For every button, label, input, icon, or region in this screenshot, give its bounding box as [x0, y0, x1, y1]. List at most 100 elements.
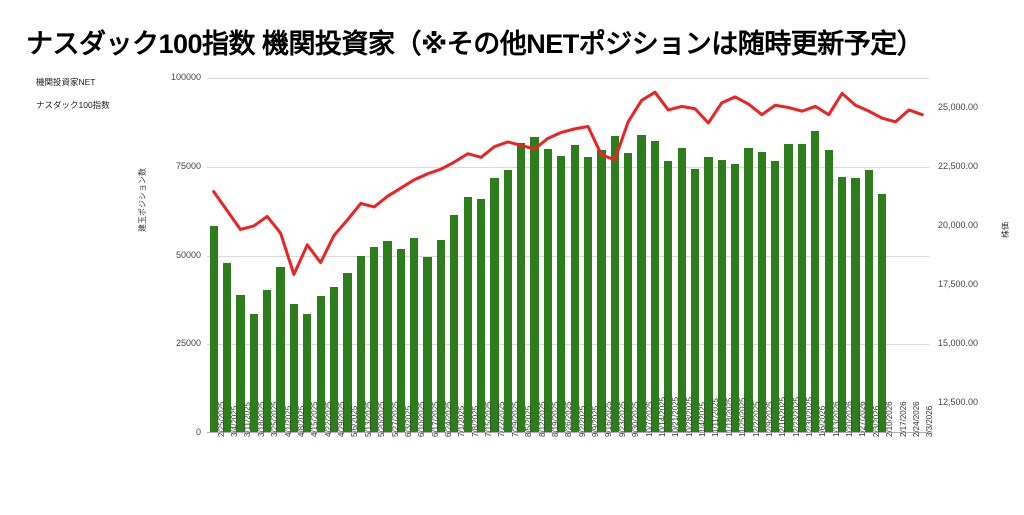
bar[interactable] [650, 141, 660, 433]
x-axis-tick: 7/8/2025 [470, 405, 480, 437]
x-axis-tick: 11/11/2025 [711, 398, 721, 437]
bar[interactable] [583, 156, 593, 433]
x-axis-tick: 2/17/2026 [898, 401, 908, 437]
bar[interactable] [329, 287, 339, 433]
x-axis-tick: 2/24/2026 [911, 401, 921, 437]
bar[interactable] [263, 290, 272, 433]
x-axis-tick: 2/25/2025 [216, 401, 226, 437]
bar[interactable] [476, 199, 486, 433]
bar[interactable] [396, 249, 405, 433]
bar[interactable] [249, 313, 258, 433]
bar[interactable] [530, 136, 539, 433]
bar[interactable] [369, 247, 379, 433]
bar[interactable] [784, 144, 793, 433]
bar[interactable] [236, 295, 245, 433]
bar[interactable] [410, 237, 419, 433]
left-axis-title: 建玉ポジション数 [138, 168, 147, 232]
bar[interactable] [811, 131, 820, 433]
x-axis-tick: 9/16/2025 [604, 401, 614, 437]
left-axis-tick: 0 [195, 427, 201, 437]
bar[interactable] [771, 161, 780, 433]
plot-area [207, 78, 929, 433]
x-axis-tick: 12/9/2025 [764, 401, 774, 437]
x-axis-tick: 11/25/2025 [738, 397, 748, 437]
bar[interactable] [316, 295, 325, 433]
x-axis-tick: 2/3/2026 [871, 405, 881, 437]
bar[interactable] [637, 134, 646, 433]
gridline [207, 78, 929, 79]
x-axis-baseline [207, 432, 929, 433]
x-axis-tick: 9/30/2025 [631, 401, 641, 437]
bar[interactable] [490, 178, 499, 433]
bar[interactable] [570, 145, 579, 433]
bar[interactable] [222, 262, 232, 433]
page-title: ナスダック100指数 機関投資家（※その他NETポジションは随時更新予定） [26, 29, 924, 59]
bar[interactable] [744, 147, 753, 433]
x-axis-tick: 6/3/2025 [403, 405, 413, 437]
x-axis-tick: 1/27/2026 [858, 401, 868, 437]
bar[interactable] [851, 178, 860, 433]
chart-legend: 機関投資家NET ナスダック100指数 [20, 74, 110, 120]
bar[interactable] [664, 160, 673, 433]
bar[interactable] [303, 314, 312, 433]
bar[interactable] [730, 163, 740, 433]
bar[interactable] [383, 240, 392, 433]
bar[interactable] [436, 239, 446, 433]
x-axis-tick: 3/11/2025 [243, 402, 253, 437]
x-axis-tick: 6/17/2025 [430, 401, 440, 437]
bar-series [207, 78, 929, 433]
bar[interactable] [356, 255, 365, 433]
bar[interactable] [343, 272, 352, 433]
bar[interactable] [423, 257, 432, 433]
bar[interactable] [864, 169, 873, 433]
bar[interactable] [704, 156, 713, 433]
bar[interactable] [463, 196, 472, 433]
legend-item-bars[interactable]: 機関投資家NET [20, 74, 110, 90]
bar[interactable] [517, 142, 526, 433]
x-axis-tick: 7/29/2025 [510, 401, 520, 437]
legend-item-line[interactable]: ナスダック100指数 [20, 97, 110, 113]
bar[interactable] [597, 149, 606, 433]
bar[interactable] [289, 304, 299, 433]
bar[interactable] [503, 170, 512, 433]
bar[interactable] [610, 136, 619, 433]
x-axis-tick: 5/27/2025 [390, 401, 400, 437]
right-axis-tick: 20,000.00 [938, 219, 979, 230]
gridline [207, 255, 929, 257]
x-axis-tick: 10/7/2025 [644, 401, 654, 437]
x-axis-tick: 5/6/2025 [350, 405, 360, 437]
legend-swatch-green [20, 78, 29, 87]
left-axis-tick: 25000 [175, 338, 201, 349]
bar[interactable] [209, 226, 218, 433]
legend-label-bars: 機関投資家NET [36, 77, 96, 87]
bar[interactable] [450, 215, 459, 433]
bar[interactable] [690, 169, 700, 433]
x-axis-tick: 4/8/2025 [296, 405, 306, 437]
x-axis-tick: 10/28/2025 [684, 396, 694, 437]
x-axis-tick: 10/21/2025 [671, 396, 681, 437]
right-axis-tick: 22,500.00 [938, 160, 979, 171]
right-axis-tick: 25,000.00 [938, 101, 979, 112]
bar[interactable] [677, 147, 686, 433]
bar[interactable] [557, 156, 566, 433]
bar[interactable] [543, 148, 553, 433]
bar[interactable] [717, 159, 726, 433]
bar[interactable] [757, 152, 766, 433]
x-axis-tick: 5/20/2025 [377, 401, 387, 437]
x-axis-tick: 7/15/2025 [484, 401, 494, 437]
x-axis-tick: 12/30/2025 [804, 396, 814, 437]
bar[interactable] [276, 266, 285, 433]
x-axis-tick: 11/18/2025 [724, 397, 734, 437]
x-axis-tick: 9/9/2025 [591, 405, 601, 437]
x-axis-tick: 10/14/2025 [657, 396, 667, 437]
bar[interactable] [837, 177, 847, 433]
right-axis-tick: 17,500.00 [938, 279, 979, 290]
bar[interactable] [624, 153, 633, 433]
x-axis-tick: 8/5/2025 [524, 405, 534, 437]
x-axis-tick: 3/18/2025 [256, 401, 266, 437]
bar[interactable] [797, 144, 807, 433]
bar[interactable] [878, 193, 887, 433]
bar[interactable] [824, 149, 833, 433]
x-axis-tick: 6/10/2025 [417, 401, 427, 437]
x-axis-tick: 4/22/2025 [323, 401, 333, 437]
